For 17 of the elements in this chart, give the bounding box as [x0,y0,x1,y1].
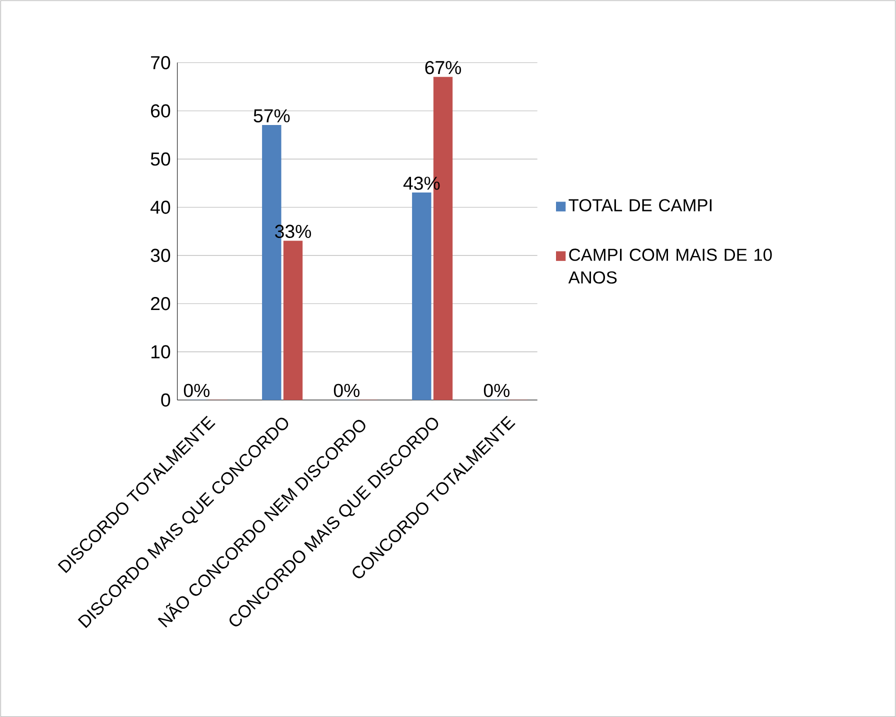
y-tick-label: 30 [150,248,170,262]
y-tick-label: 20 [151,296,170,310]
y-tick-label: 50 [150,152,170,166]
data-label: 57% [254,109,290,122]
data-label: 67% [425,60,462,74]
data-label: 0% [184,384,210,397]
y-tick-label: 40 [150,200,170,214]
data-label: 0% [334,384,360,397]
y-tick-label: 60 [151,104,170,118]
y-tick-label: 10 [152,345,170,358]
data-label: 0% [484,384,510,397]
legend-label: TOTAL DE CAMPI [568,198,712,212]
legend-label: CAMPI COM MAIS DE 10 ANOS [568,248,772,284]
y-tick-label: 0 [161,393,170,406]
bar [412,192,432,400]
y-tick-label: 70 [151,56,170,70]
bar [283,240,303,400]
